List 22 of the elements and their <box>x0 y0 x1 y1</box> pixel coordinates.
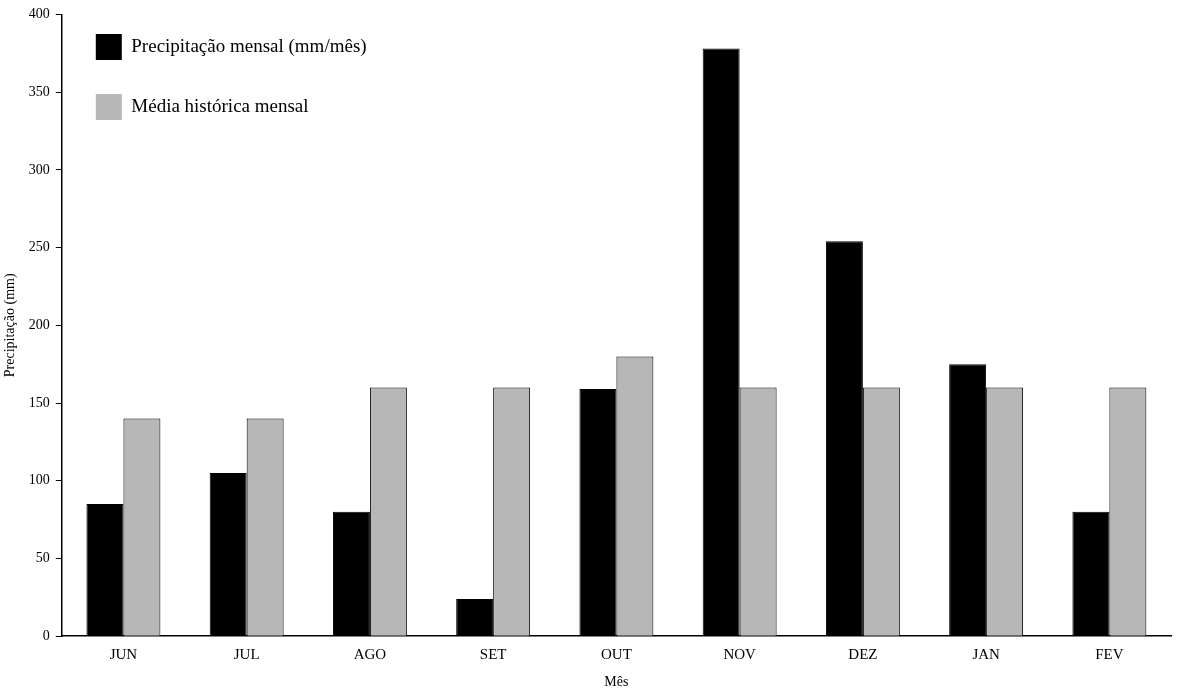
y-tick-label: 0 <box>42 627 50 643</box>
x-tick-label: FEV <box>1095 646 1124 663</box>
y-axis-title: Precipitação (mm) <box>2 273 19 378</box>
x-tick-label: JAN <box>972 646 1001 663</box>
y-tick-label: 100 <box>28 472 50 488</box>
x-tick-label: JUN <box>109 646 138 663</box>
x-tick-label: SET <box>479 646 507 663</box>
y-tick-label: 350 <box>28 83 50 99</box>
x-tick-label: NOV <box>723 646 757 663</box>
y-tick-label: 250 <box>28 239 50 255</box>
legend-label: Precipitação mensal (mm/mês) <box>131 34 367 57</box>
y-tick-label: 150 <box>28 394 50 410</box>
x-axis-title: Mês <box>604 674 629 690</box>
x-tick-label: AGO <box>353 646 387 663</box>
legend-label: Média histórica mensal <box>131 94 309 116</box>
y-tick-label: 300 <box>28 161 50 177</box>
y-tick-label: 50 <box>35 550 50 566</box>
x-tick-label: OUT <box>600 646 632 663</box>
x-tick-label: JUL <box>233 646 260 663</box>
y-tick-label: 400 <box>28 6 50 22</box>
x-tick-label: DEZ <box>848 646 878 663</box>
y-tick-label: 200 <box>28 316 50 332</box>
